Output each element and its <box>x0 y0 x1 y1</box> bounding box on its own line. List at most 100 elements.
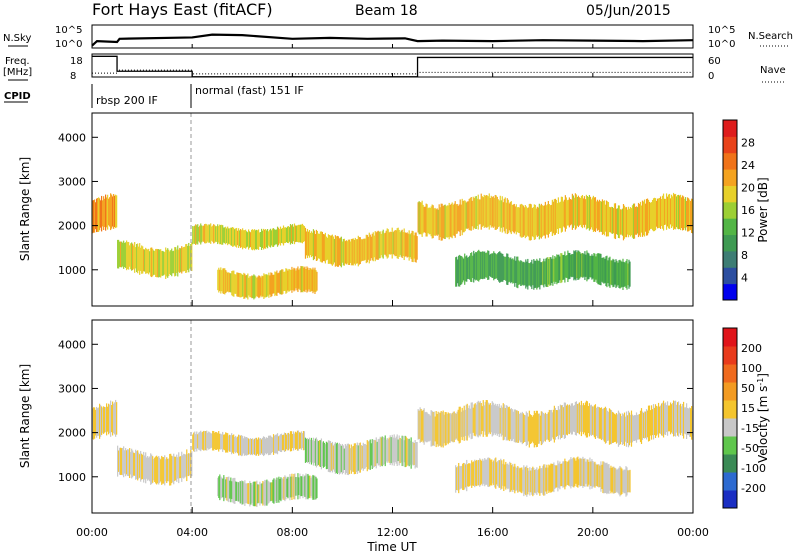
heatmap-cell <box>436 208 438 236</box>
heatmap-cell <box>518 260 520 285</box>
heatmap-cell <box>158 456 160 485</box>
heatmap-cell <box>605 408 608 443</box>
heatmap-cell <box>383 233 385 255</box>
heatmap-cell <box>622 258 624 291</box>
heatmap-cell <box>450 203 452 238</box>
heatmap-cell <box>480 251 482 279</box>
heatmap-cell <box>615 468 617 493</box>
heatmap-cell <box>523 465 525 497</box>
heatmap-cell <box>304 437 307 463</box>
heatmap-cell <box>659 196 662 229</box>
heatmap-cell <box>198 432 200 450</box>
heatmap-cell <box>309 232 312 256</box>
colorbar-tick-label: -100 <box>741 462 766 475</box>
colorbar-swatch <box>723 382 737 401</box>
heatmap-cell <box>653 407 656 436</box>
heatmap-cell <box>594 197 597 233</box>
heatmap-cell <box>488 250 490 280</box>
heatmap-cell <box>472 407 474 433</box>
heatmap-cell <box>479 458 481 487</box>
heatmap-cell <box>468 198 470 231</box>
heatmap-cell <box>522 262 524 285</box>
heatmap-cell <box>220 476 222 499</box>
heatmap-cell <box>160 249 162 278</box>
heatmap-cell <box>570 403 572 435</box>
heatmap-cell <box>350 444 352 474</box>
heatmap-cell <box>600 407 603 441</box>
heatmap-cell <box>285 476 287 500</box>
heatmap-cell <box>306 474 308 499</box>
heatmap-cell <box>326 442 328 469</box>
heatmap-cell <box>624 262 626 287</box>
heatmap-cell <box>175 247 177 276</box>
heatmap-cell <box>257 229 260 250</box>
heatmap-cell <box>320 438 323 470</box>
heatmap-cell <box>680 197 683 229</box>
heatmap-cell <box>644 203 647 232</box>
heatmap-cell <box>595 407 598 436</box>
heatmap-cell <box>628 470 630 493</box>
heatmap-cell <box>634 415 637 441</box>
heatmap-cell <box>407 439 409 466</box>
heatmap-cell <box>277 478 279 502</box>
colorbar-frame <box>722 327 738 509</box>
heatmap-cell <box>608 464 610 494</box>
heatmap-cell <box>101 406 103 435</box>
heatmap-cell <box>469 408 471 434</box>
heatmap-cell <box>121 448 123 475</box>
heatmap-cell <box>280 270 282 295</box>
heatmap-cell <box>617 262 619 286</box>
heatmap-cell <box>270 436 273 454</box>
heatmap-cell <box>426 412 428 443</box>
heatmap-cell <box>150 247 152 277</box>
heatmap-cell <box>165 247 167 279</box>
heatmap-cell <box>257 276 259 298</box>
heatmap-cell <box>546 257 548 287</box>
heatmap-cell <box>296 430 299 451</box>
heatmap-cell <box>430 410 432 447</box>
heatmap-cell <box>580 458 582 486</box>
heatmap-cell <box>365 234 367 264</box>
heatmap-cell <box>592 195 595 233</box>
heatmap-cell <box>632 415 635 441</box>
heatmap-cell <box>554 464 556 489</box>
heatmap-cell <box>414 440 416 469</box>
heatmap-cell <box>344 444 346 475</box>
heatmap-cell <box>256 480 258 508</box>
heatmap-cell <box>348 239 350 265</box>
heatmap-cell <box>316 439 319 466</box>
heatmap-cell <box>619 209 622 235</box>
heatmap-cell <box>99 198 101 231</box>
x-axis-ticks: 00:00 04:00 08:00 12:00 16:00 20:00 00:00 <box>76 44 709 539</box>
heatmap-cell <box>112 196 114 227</box>
heatmap-cell <box>422 204 424 234</box>
heatmap-cell <box>279 270 281 295</box>
heatmap-cell <box>502 202 504 228</box>
heatmap-cell <box>544 464 546 496</box>
heatmap-cell <box>405 436 407 467</box>
heatmap-cell <box>356 239 358 264</box>
heatmap-cell <box>507 199 509 234</box>
heatmap-cell <box>601 199 604 235</box>
heatmap-cell <box>641 411 644 440</box>
heatmap-cell <box>652 198 655 232</box>
heatmap-cell <box>140 450 142 482</box>
heatmap-cell <box>194 225 196 244</box>
heatmap-cell <box>549 257 551 286</box>
heatmap-cell <box>387 439 389 462</box>
heatmap-cell <box>133 452 135 476</box>
heatmap-cell <box>252 482 254 506</box>
nsky-line <box>91 33 694 47</box>
heatmap-cell <box>311 476 313 499</box>
heatmap-cell <box>310 477 312 497</box>
heatmap-cell <box>291 224 294 244</box>
heatmap-cell <box>642 412 645 439</box>
heatmap-cell <box>506 464 508 489</box>
heatmap-cell <box>238 272 240 297</box>
heatmap-cell <box>384 232 386 255</box>
heatmap-cell <box>308 475 310 498</box>
heatmap-cell <box>565 461 567 487</box>
heatmap-cell <box>610 260 612 285</box>
heatmap-cell <box>374 440 376 467</box>
heatmap-cell <box>215 226 217 242</box>
